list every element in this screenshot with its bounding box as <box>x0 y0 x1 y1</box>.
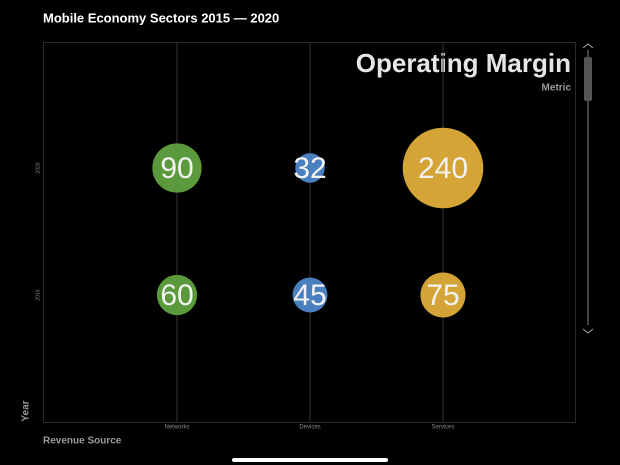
chart-title: Mobile Economy Sectors 2015 — 2020 <box>43 10 279 25</box>
plot-frame <box>43 42 576 423</box>
x-tick-label: Services <box>431 425 454 431</box>
bubble <box>402 127 484 209</box>
metric-subheading: Metric <box>542 83 572 94</box>
bubble-label: 75 <box>426 279 459 312</box>
bubble-label: 32 <box>293 152 326 185</box>
scroll-thumb[interactable] <box>584 57 592 101</box>
bubble <box>420 272 466 318</box>
metric-heading: Operating Margin <box>356 48 571 78</box>
y-tick-label: 2020 <box>35 162 41 173</box>
bubble <box>292 277 328 313</box>
home-indicator <box>232 458 388 462</box>
x-tick-label: Networks <box>164 425 189 431</box>
scroll-up[interactable] <box>582 43 594 49</box>
bubble <box>156 274 198 316</box>
bubble-label: 240 <box>418 152 468 185</box>
x-tick-label: Devices <box>299 425 320 431</box>
y-tick-label: 2015 <box>35 289 41 300</box>
y-axis-label: Year <box>21 400 32 421</box>
bubble-label: 60 <box>160 279 193 312</box>
scroll-down[interactable] <box>582 328 594 334</box>
bubble-label: 90 <box>160 152 193 185</box>
x-axis-label: Revenue Source <box>43 436 122 447</box>
bubble <box>295 153 325 183</box>
bubble <box>152 143 202 193</box>
bubble-label: 45 <box>293 279 326 312</box>
